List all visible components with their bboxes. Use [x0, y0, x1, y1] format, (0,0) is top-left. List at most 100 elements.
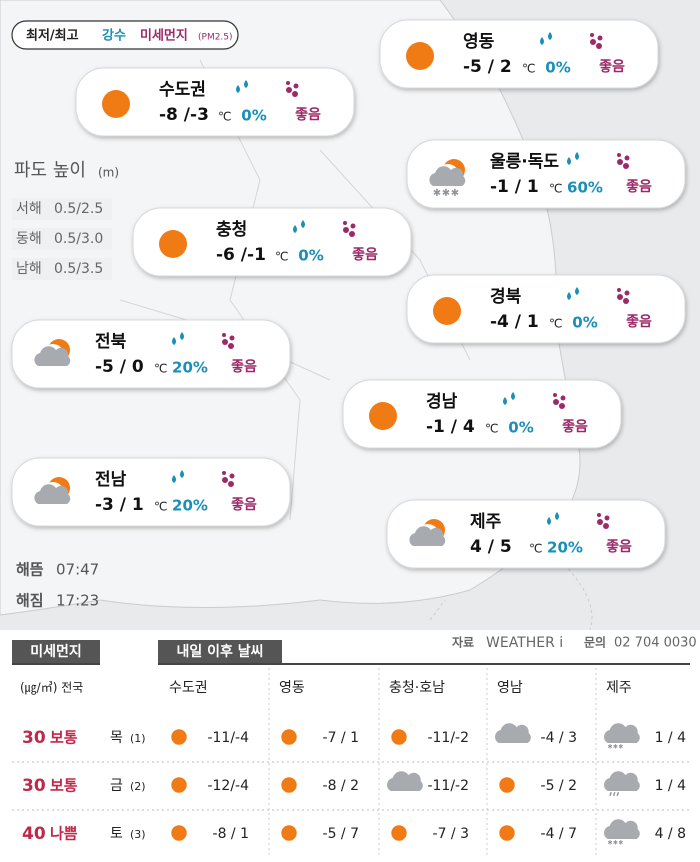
temperature: -1 / 1	[490, 177, 539, 197]
dust-icon	[590, 39, 596, 45]
tab-bg	[158, 640, 282, 664]
precip-icon	[567, 157, 571, 165]
cloud	[409, 526, 446, 546]
cloud	[34, 346, 71, 366]
precip-icon	[244, 80, 248, 88]
cell-temp: -8 / 1	[213, 826, 249, 842]
weather-icon	[281, 825, 297, 841]
region-card: 전북 -5 / 0 ℃ 20% 좋음	[11, 319, 291, 389]
temp-unit: ℃	[154, 362, 167, 376]
temperature: -6 /-1	[216, 245, 266, 265]
snowflake: ✱	[451, 188, 459, 199]
forecast-header: 내일 이후 날씨	[176, 643, 263, 660]
wave-height: 0.5/2.5	[54, 201, 103, 217]
legend-minmax: 최저/최고	[26, 29, 79, 44]
precip-icon	[575, 287, 579, 295]
snowflake: ✱	[613, 744, 618, 751]
wave-height: 0.5/3.0	[54, 231, 103, 247]
phone: 02 704 0030	[614, 636, 697, 651]
cell-temp: 1 / 4	[655, 778, 687, 794]
weather-icon	[171, 825, 187, 841]
dust: 좋음	[295, 107, 321, 123]
temp-unit: ℃	[485, 422, 498, 436]
raindrop	[612, 791, 616, 797]
precip: 20%	[172, 497, 208, 515]
side-info: 파도 높이 (m) 서해 0.5/2.5 동해 0.5/3.0 남해 0.5/3.5 해뜸 07:…	[12, 160, 119, 610]
dust: 좋음	[562, 419, 588, 435]
sun	[433, 297, 461, 325]
day: 금	[110, 778, 123, 794]
weather-icon	[494, 723, 531, 744]
sun	[391, 729, 407, 745]
precip-icon	[180, 332, 184, 340]
card-bg	[379, 19, 659, 89]
dust-icon	[559, 403, 565, 409]
snowflake: ✱	[618, 840, 623, 847]
sun	[102, 90, 130, 118]
card-bg	[406, 139, 686, 209]
dust-icon	[623, 163, 629, 169]
weather-icon	[499, 777, 515, 793]
dust-icon	[293, 83, 299, 89]
dust-grade: 보통	[50, 777, 78, 795]
sun	[499, 825, 515, 841]
wave-unit: (m)	[98, 166, 119, 180]
card-bg	[11, 457, 291, 527]
card-bg	[386, 499, 666, 569]
snowflake: ✱	[613, 840, 618, 847]
dust-icon	[286, 87, 292, 93]
sun	[406, 42, 434, 70]
map-lines	[429, 559, 593, 631]
dust-icon	[597, 513, 601, 517]
wave-row-bg	[12, 258, 112, 280]
temp-unit: ℃	[154, 500, 167, 514]
cloud	[603, 819, 640, 839]
weather-icon	[369, 402, 397, 430]
sun	[391, 825, 407, 841]
precip-icon	[236, 85, 240, 93]
cell-temp: -5 / 7	[323, 826, 359, 842]
temp-unit: ℃	[549, 182, 562, 196]
precip-icon	[567, 292, 571, 300]
dust-icon	[553, 399, 559, 405]
region-name: 경북	[490, 287, 522, 307]
dust-icon	[350, 223, 356, 229]
dust-value: 40	[22, 824, 46, 844]
precip: 0%	[545, 59, 570, 77]
weather-icon	[34, 477, 71, 504]
day-index: (2)	[130, 780, 146, 793]
weather-icon	[281, 777, 297, 793]
wave-row-bg	[12, 228, 112, 250]
card-bg	[342, 379, 622, 449]
dust-value: 30	[22, 776, 46, 796]
dust-unit: (㎍/㎥) 전국	[20, 681, 83, 695]
dust-icon	[617, 288, 621, 292]
temperature: 4 / 5	[470, 537, 512, 557]
temp-unit: ℃	[275, 250, 288, 264]
weather-icon	[386, 771, 423, 792]
precip-icon	[511, 392, 515, 400]
dust: 좋음	[626, 314, 652, 330]
dust-icon	[553, 393, 557, 397]
dust-grade: 나쁨	[50, 825, 78, 843]
dust-icon	[590, 33, 594, 37]
dust-icon	[343, 221, 347, 225]
raindrop	[616, 791, 620, 797]
tab-bg	[12, 640, 100, 664]
weather-icon	[409, 519, 446, 546]
region-card: 경북 -4 / 1 ℃ 0% 좋음	[406, 274, 686, 344]
dust-icon	[597, 519, 603, 525]
dust-icon	[222, 339, 228, 345]
source-name: WEATHER i	[486, 635, 563, 651]
column-header: 제주	[606, 680, 632, 696]
weather-icon	[281, 729, 297, 745]
dust-icon	[228, 481, 234, 487]
day: 목	[110, 730, 123, 746]
cell-temp: -7 / 3	[433, 826, 469, 842]
card-bg	[132, 207, 412, 277]
temperature: -3 / 1	[95, 495, 144, 515]
region-name: 전북	[95, 332, 127, 352]
dust-icon	[604, 515, 610, 521]
